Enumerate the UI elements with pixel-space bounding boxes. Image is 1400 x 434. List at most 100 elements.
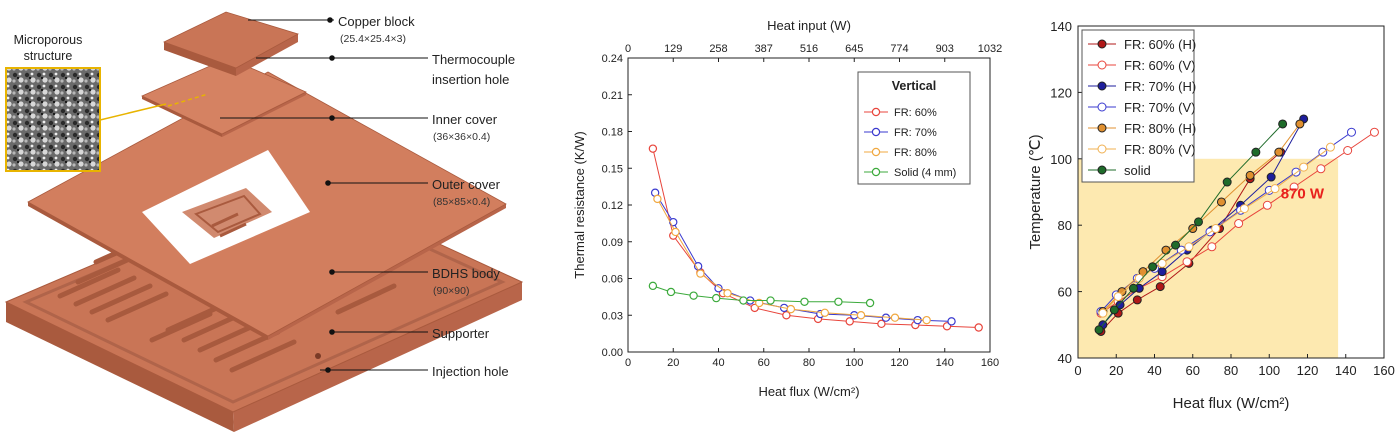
data-point [1128, 283, 1138, 293]
sem-image [5, 67, 101, 172]
exploded-diagram-svg: Microporous structure Copper block [4, 11, 524, 432]
y-tick-label: 0.21 [602, 90, 623, 102]
inset-label-line1: Microporous [14, 33, 83, 47]
legend-marker [871, 107, 881, 117]
thermal-resistance-chart-svg: 0 20 40 60 80 100 120 140 160 0 129 258 387 516 645 774… [572, 18, 1002, 399]
x-tick-label: 40 [1147, 363, 1161, 378]
data-point [974, 323, 983, 332]
x2-tick-label: 129 [664, 43, 682, 55]
legend-marker [1097, 165, 1107, 175]
data-point [1171, 240, 1181, 250]
series-5 [1098, 142, 1335, 318]
series-line [1102, 146, 1331, 314]
inset-label-line2: structure [24, 49, 73, 63]
data-point [714, 284, 723, 293]
annotation-870w: 870 W [1281, 186, 1325, 203]
data-point [1278, 119, 1288, 129]
data-point [1184, 242, 1194, 252]
y-tick-label: 0.18 [602, 127, 623, 139]
dims-outer-cover: (85×85×0.4) [433, 196, 490, 208]
data-point [786, 304, 796, 314]
dims-bdhs-body: (90×90) [433, 285, 469, 297]
x-tick-label: 0 [625, 357, 631, 369]
data-point [947, 317, 956, 326]
y-tick-label: 0.24 [602, 53, 623, 65]
legend-marker [871, 127, 881, 137]
data-point [1132, 295, 1142, 305]
x-tick-label: 20 [1109, 363, 1123, 378]
data-point [669, 217, 678, 227]
data-point [1234, 219, 1244, 229]
x2-axis-title: Heat input (W) [767, 18, 851, 33]
data-point [739, 296, 748, 305]
data-point [1157, 267, 1167, 277]
x2-tick-label: 774 [890, 43, 908, 55]
data-point [648, 281, 658, 291]
data-point [1316, 164, 1326, 174]
x-tick-label: 20 [667, 357, 679, 369]
x2-tick-label: 258 [709, 43, 727, 55]
label-supporter: Supporter [432, 326, 490, 341]
data-point [723, 289, 732, 298]
y-tick-label: 100 [1050, 152, 1072, 167]
data-point [834, 297, 843, 306]
legend-label: FR: 60% (V) [1124, 58, 1196, 73]
legend-label: FR: 60% (H) [1124, 37, 1196, 52]
data-point [890, 313, 900, 322]
temperature-chart-svg: 0 20 40 60 80 100 120 140 160 40 60 80 100 120 140 870… [1027, 19, 1395, 412]
legend-marker [1097, 60, 1107, 70]
legend-label: solid [1124, 163, 1151, 178]
data-point [877, 319, 886, 329]
legend-label: FR: 80% [894, 147, 937, 159]
copper-block [162, 11, 300, 76]
legend-label: Solid (4 mm) [894, 167, 956, 179]
legend-marker [1097, 123, 1107, 133]
data-point [1369, 127, 1379, 137]
data-point [1216, 197, 1226, 207]
dims-inner-cover: (36×36×0.4) [433, 131, 490, 143]
x-tick-label: 120 [890, 357, 908, 369]
inset-leader [99, 103, 167, 121]
data-point [1274, 147, 1284, 157]
data-point [1270, 184, 1280, 194]
inner-cover [141, 57, 307, 137]
data-point [1109, 305, 1119, 315]
data-point [1176, 245, 1186, 255]
y-tick-label: 60 [1058, 285, 1072, 300]
data-point [1098, 308, 1108, 318]
y-tick-label: 40 [1058, 351, 1072, 366]
x2-tick-label: 0 [625, 43, 631, 55]
data-point [845, 317, 854, 326]
x-tick-label: 0 [1074, 363, 1081, 378]
part-labels: Copper block (25.4×25.4×3) Thermocouple … [338, 14, 515, 379]
data-point [820, 308, 830, 317]
temperature-chart: 0 20 40 60 80 100 120 140 160 40 60 80 100 120 140 870… [1020, 0, 1400, 434]
data-point [666, 287, 676, 297]
data-point [1299, 162, 1309, 172]
x2-tick-label: 1032 [978, 43, 1002, 55]
series-2 [653, 194, 931, 325]
data-point [913, 315, 922, 325]
data-point [1161, 245, 1171, 255]
x-tick-label: 80 [803, 357, 815, 369]
callout-leaders [220, 19, 332, 371]
x2-tick-label: 645 [845, 43, 863, 55]
series-line [656, 198, 927, 321]
x-tick-label: 80 [1224, 363, 1238, 378]
data-point [1239, 204, 1249, 214]
data-point [1343, 146, 1353, 155]
injection-hole-mark [315, 353, 321, 359]
x-tick-label: 160 [981, 357, 999, 369]
label-connectors [328, 19, 428, 371]
x-tick-label: 60 [758, 357, 770, 369]
data-point [1193, 217, 1203, 227]
y-axis-title: Temperature (℃) [1027, 134, 1044, 249]
legend-marker [1097, 102, 1107, 112]
x-axis-title: Heat flux (W/cm²) [1173, 395, 1290, 412]
x2-tick-label: 387 [755, 43, 773, 55]
legend-marker [871, 167, 881, 177]
data-point [1245, 170, 1255, 180]
y-tick-label: 0.09 [602, 237, 623, 249]
data-point [865, 298, 875, 308]
label-copper-block: Copper block [338, 14, 415, 29]
